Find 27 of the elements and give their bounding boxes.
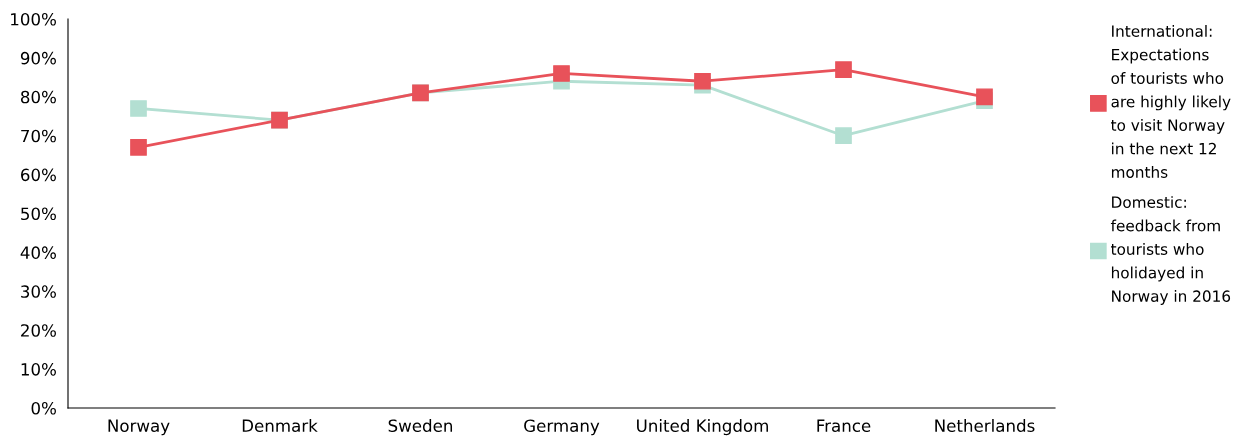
x-tick-label: Sweden: [388, 419, 453, 433]
y-tick-label: 100%: [11, 12, 56, 26]
point: [835, 61, 852, 78]
y-tick-label: 30%: [21, 285, 56, 298]
legend-label: Domestic: feedback from tourists who holidayed in Norway in 2016: [1110, 196, 1231, 305]
point: [976, 88, 993, 106]
point: [835, 127, 852, 145]
x-tick-label: United Kingdom: [637, 419, 768, 436]
y-tick-label: 60%: [21, 168, 56, 182]
legend-label: International: Expectations of tourists who are highly likely to visit Norway in the next 12 months: [1110, 25, 1231, 178]
point: [553, 65, 570, 82]
y-tick-label: 0%: [31, 401, 56, 415]
x-tick-label: Denmark: [242, 419, 318, 433]
x-tick-label: Germany: [524, 419, 600, 436]
y-tick-label: 70%: [21, 129, 56, 143]
y-tick-label: 20%: [21, 324, 56, 337]
x-tick-label: France: [817, 419, 871, 433]
point: [694, 72, 711, 90]
y-tick-label: 40%: [20, 246, 56, 259]
y-tick-label: 50%: [21, 207, 56, 221]
y-tick-label: 10%: [21, 363, 56, 376]
y-tick-label: 80%: [20, 90, 56, 104]
point: [130, 139, 147, 156]
y-tick-label: 90%: [20, 51, 56, 65]
point: [130, 100, 147, 117]
x-tick-label: Norway: [108, 419, 170, 436]
x-tick-label: Netherlands: [935, 419, 1035, 433]
